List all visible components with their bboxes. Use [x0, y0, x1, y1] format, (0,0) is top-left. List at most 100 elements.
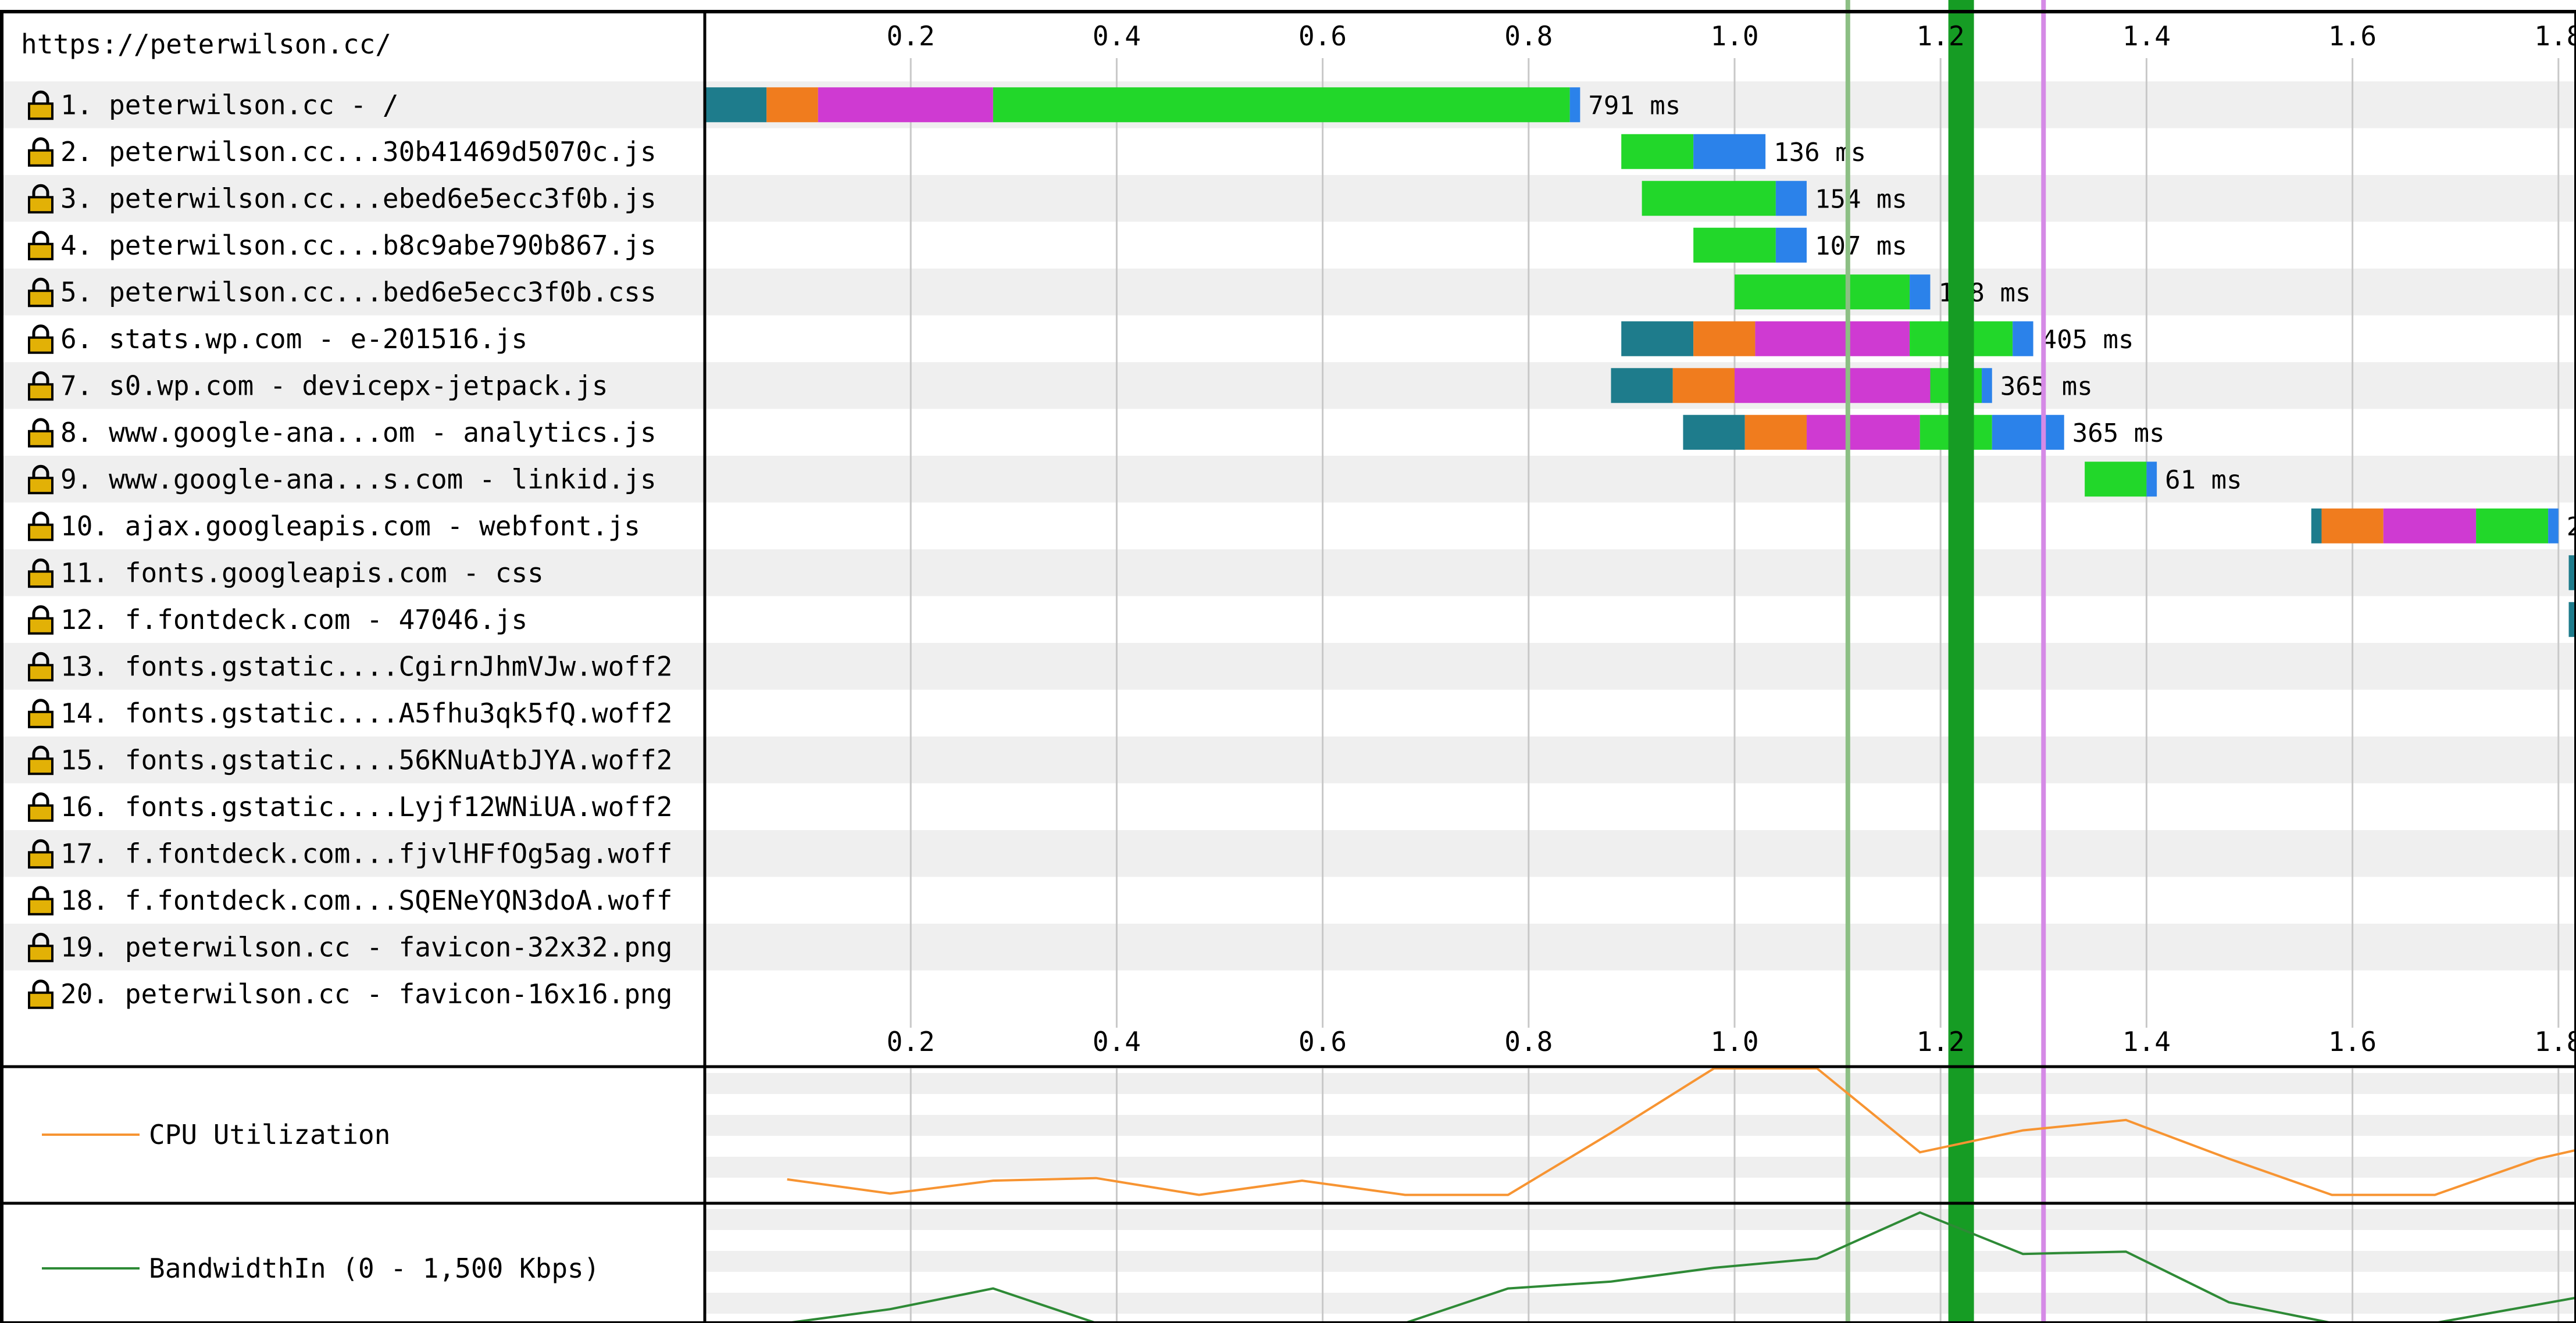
- bar-segment-connect: [766, 87, 818, 123]
- bar-segment-dns: [1611, 368, 1673, 403]
- bar-segment-download: [1992, 414, 2064, 450]
- lock-body: [28, 898, 53, 916]
- lock-icon: [28, 839, 53, 869]
- lock-icon: [28, 605, 53, 635]
- duration-label: 365 ms: [2000, 371, 2093, 401]
- duration-label: 61 ms: [2165, 465, 2242, 495]
- event-lines: [1845, 0, 2046, 1323]
- bar-segment-ttfb: [1621, 134, 1694, 169]
- request-label: 17. f.fontdeck.com...fjvlHFfOg5ag.woff: [60, 838, 672, 869]
- request-label: 6. stats.wp.com - e-201516.js: [60, 323, 527, 355]
- lock-body: [28, 477, 53, 495]
- tick-label: 1.2: [1917, 20, 1965, 52]
- lock-shackle: [32, 512, 49, 525]
- request-label: 10. ajax.googleapis.com - webfont.js: [60, 510, 640, 542]
- lock-icon: [28, 512, 53, 541]
- bar-segment-download: [1693, 134, 1766, 169]
- tick-label: 1.4: [2122, 20, 2171, 52]
- duration-label: 365 ms: [2072, 419, 2165, 448]
- lock-shackle: [32, 137, 49, 151]
- axis-ticks: 0.20.40.60.81.01.21.41.61.82.02.22.42.62…: [887, 20, 2576, 1057]
- lock-body: [28, 289, 53, 307]
- lock-shackle: [32, 558, 49, 572]
- tick-label: 0.8: [1504, 20, 1553, 52]
- request-label: 1. peterwilson.cc - /: [60, 89, 399, 120]
- cpu-band: [705, 1073, 2576, 1094]
- lock-shackle: [32, 277, 49, 291]
- lock-body: [28, 196, 53, 214]
- bar-segment-ssl: [1735, 368, 1931, 403]
- lock-shackle: [32, 932, 49, 946]
- duration-label: 791 ms: [1588, 91, 1681, 120]
- bar-segment-download: [1910, 274, 1931, 310]
- metric-graphs: CPU Utilization BandwidthIn (0 - 1,500 Kb…: [42, 1067, 2576, 1323]
- lock-icon: [28, 979, 53, 1009]
- request-label: 19. peterwilson.cc - favicon-32x32.png: [60, 931, 672, 963]
- tick-label: 1.2: [1917, 1026, 1965, 1057]
- lock-shackle: [32, 652, 49, 666]
- frame-lines: [0, 10, 2576, 1323]
- bar-segment-ssl: [2383, 508, 2477, 543]
- lock-body: [28, 664, 53, 682]
- tick-label: 1.0: [1710, 1026, 1758, 1057]
- request-label: 18. f.fontdeck.com...SQENeYQN3doA.woff: [60, 885, 672, 916]
- lock-body: [28, 383, 53, 401]
- request-label: 16. fonts.gstatic....Lyjf12WNiUA.woff2: [60, 791, 672, 823]
- duration-label: 107 ms: [1815, 231, 1907, 261]
- bar-segment-connect: [1693, 321, 1756, 356]
- bar-segment-ttfb: [1735, 274, 1910, 310]
- bar-segment-ssl: [1806, 414, 1920, 450]
- lock-shackle: [32, 699, 49, 712]
- tick-label: 0.2: [887, 20, 935, 52]
- request-label: 7. s0.wp.com - devicepx-jetpack.js: [60, 370, 608, 401]
- outer-border: [0, 10, 2576, 1323]
- request-label: 12. f.fontdeck.com - 47046.js: [60, 604, 527, 635]
- lock-shackle: [32, 418, 49, 431]
- bar-segment-dns: [2568, 555, 2576, 591]
- bar-segment-download: [2548, 508, 2559, 543]
- bandwidth-band: [705, 1251, 2576, 1272]
- lock-shackle: [32, 745, 49, 759]
- gridlines: [909, 58, 2560, 1323]
- tick-label: 1.0: [1710, 20, 1758, 52]
- lock-icon: [28, 886, 53, 916]
- request-label: 15. fonts.gstatic....56KNuAtbJYA.woff2: [60, 744, 672, 775]
- lock-body: [28, 336, 53, 354]
- lock-icon: [28, 792, 53, 822]
- cpu-utilization-line: [787, 1067, 2576, 1196]
- bandwidth-band: [705, 1209, 2576, 1230]
- tick-label: 1.8: [2534, 20, 2576, 52]
- lock-shackle: [32, 371, 49, 385]
- lock-icon: [28, 184, 53, 214]
- bar-segment-connect: [1744, 414, 1807, 450]
- bandwidth-legend-label: BandwidthIn (0 - 1,500 Kbps): [149, 1253, 600, 1284]
- cpu-band: [705, 1115, 2576, 1136]
- lock-icon: [28, 418, 53, 448]
- lock-shackle: [32, 605, 49, 618]
- request-label: 8. www.google-ana...om - analytics.js: [60, 417, 657, 448]
- bandwidth-band: [705, 1293, 2576, 1314]
- lock-icon: [28, 324, 53, 354]
- lock-icon: [28, 699, 53, 728]
- bar-segment-ttfb: [993, 87, 1570, 123]
- request-label: 20. peterwilson.cc - favicon-16x16.png: [60, 978, 672, 1010]
- tick-label: 1.6: [2328, 20, 2377, 52]
- tick-label: 0.6: [1298, 1026, 1347, 1057]
- lock-icon: [28, 231, 53, 260]
- lock-body: [28, 102, 53, 120]
- lock-shackle: [32, 184, 49, 198]
- request-labels: 1. peterwilson.cc - / 2. peterwilson.cc..…: [28, 89, 672, 1010]
- lock-shackle: [32, 839, 49, 853]
- lock-shackle: [32, 324, 49, 338]
- tick-label: 1.8: [2534, 1026, 2576, 1057]
- lock-shackle: [32, 90, 49, 104]
- bar-segment-download: [1569, 87, 1580, 123]
- lock-icon: [28, 90, 53, 120]
- tick-label: 1.4: [2122, 1026, 2171, 1057]
- lock-icon: [28, 371, 53, 401]
- duration-label: 136 ms: [1774, 138, 1866, 167]
- lock-body: [28, 945, 53, 963]
- bar-segment-ttfb: [2476, 508, 2549, 543]
- lock-icon: [28, 652, 53, 682]
